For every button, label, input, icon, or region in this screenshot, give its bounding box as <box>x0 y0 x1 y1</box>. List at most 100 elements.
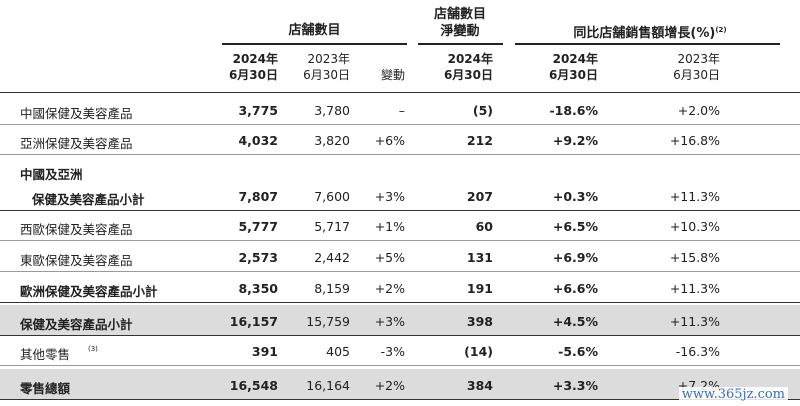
row-divider <box>0 124 800 125</box>
watermark: www.365jz.com <box>678 387 788 402</box>
store-count-change: +2% <box>374 378 405 393</box>
net-change-header-line1: 店舗數目 <box>433 7 486 22</box>
sssg-header-text: 同比店舗銷售額增長(%) <box>573 26 716 41</box>
store-count-change: – <box>398 103 405 118</box>
store-count-2023: 5,717 <box>314 219 350 234</box>
sssg-2024: +6.6% <box>552 281 598 296</box>
store-count-2023: 7,600 <box>314 189 350 204</box>
col-2023-date: 6月30日 <box>303 68 350 82</box>
store-count-2024: 3,775 <box>238 103 278 118</box>
store-count-2023: 405 <box>326 344 350 359</box>
sssg-2023: -16.3% <box>675 344 720 359</box>
row-label: 歐洲保健及美容產品小計 <box>20 284 158 299</box>
store-count-change: +3% <box>374 189 405 204</box>
sssg-footnote-mark: (2) <box>715 26 727 34</box>
net-change-2024: (5) <box>472 103 493 118</box>
sssg-2023-date: 6月30日 <box>673 68 720 82</box>
sssg-2024: +6.9% <box>552 250 598 265</box>
store-count-2023: 15,759 <box>306 314 350 329</box>
net-2024-date: 6月30日 <box>443 68 493 82</box>
sssg-2023: +11.3% <box>669 314 720 329</box>
sssg-2023: +11.3% <box>669 189 720 204</box>
row-footnote-mark: (3) <box>88 345 98 353</box>
sssg-2023: +10.3% <box>669 219 720 234</box>
table-row: 亞洲保健及美容產品 4,032 3,820 +6% 212 +9.2% +16.8% <box>0 126 800 154</box>
store-count-2024: 2,573 <box>238 250 278 265</box>
table-row: 東歐保健及美容產品 2,573 2,442 +5% 131 +6.9% +15.8% <box>0 243 800 271</box>
net-change-rule <box>418 43 503 45</box>
col-2024-date: 6月30日 <box>228 68 278 82</box>
row-label: 其他零售 <box>20 347 71 362</box>
sssg-2024: +4.5% <box>552 314 598 329</box>
table-row: 西歐保健及美容產品 5,777 5,717 +1% 60 +6.5% +10.3% <box>0 212 800 240</box>
header-bottom-rule <box>0 92 800 93</box>
sssg-2024: +6.5% <box>552 219 598 234</box>
store-count-rule <box>222 43 407 45</box>
col-change: 變動 <box>380 68 405 82</box>
store-count-2024: 16,157 <box>229 314 278 329</box>
row-label: 東歐保健及美容產品 <box>20 253 133 268</box>
table-row: 歐洲保健及美容產品小計 8,350 8,159 +2% 191 +6.6% +11.3% <box>0 274 800 302</box>
store-count-2024: 5,777 <box>238 219 278 234</box>
table-row: 中國保健及美容產品 3,775 3,780 – (5) -18.6% +2.0% <box>0 96 800 124</box>
sssg-2024: +3.3% <box>552 378 598 393</box>
net-change-2024: 207 <box>466 189 493 204</box>
row-divider <box>0 365 800 366</box>
sssg-2024-date: 6月30日 <box>548 68 598 82</box>
row-divider <box>0 399 800 400</box>
sssg-2024: -18.6% <box>549 103 598 118</box>
sssg-2024: +0.3% <box>552 189 598 204</box>
row-divider <box>0 335 800 336</box>
col-2024-year: 2024年 <box>232 52 278 66</box>
row-label: 零售總額 <box>20 381 71 396</box>
table-row: 零售總額 16,548 16,164 +2% 384 +3.3% +7.2% <box>0 369 800 399</box>
table-row: 中國及亞洲保健及美容產品小計 7,807 7,600 +3% 207 +0.3% +11.3… <box>0 160 800 210</box>
sssg-header: 同比店舗銷售額增長(%)(2) <box>520 22 780 42</box>
sssg-2024-year: 2024年 <box>552 52 598 66</box>
store-count-2023: 3,820 <box>314 133 350 148</box>
store-count-2023: 2,442 <box>314 250 350 265</box>
sssg-2024: +9.2% <box>552 133 598 148</box>
row-label: 亞洲保健及美容產品 <box>20 136 133 151</box>
row-label: 保健及美容產品小計 <box>20 317 133 332</box>
col-2023-year: 2023年 <box>307 52 350 66</box>
store-count-change: +5% <box>374 250 405 265</box>
net-change-2024: 212 <box>466 133 493 148</box>
net-change-2024: (14) <box>464 344 493 359</box>
net-change-header-line2: 淨變動 <box>440 24 480 39</box>
sssg-2023: +11.3% <box>669 281 720 296</box>
net-2024-year: 2024年 <box>447 52 493 66</box>
store-count-change: -3% <box>380 344 405 359</box>
store-count-2024: 7,807 <box>238 189 278 204</box>
table-row: 保健及美容產品小計 16,157 15,759 +3% 398 +4.5% +11.3% <box>0 305 800 335</box>
row-label: 中國及亞洲 <box>20 167 83 182</box>
store-count-change: +1% <box>374 219 405 234</box>
row-divider <box>0 302 800 303</box>
store-count-2024: 391 <box>251 344 278 359</box>
sssg-2024: -5.6% <box>558 344 598 359</box>
store-count-2023: 16,164 <box>306 378 350 393</box>
sssg-2023: +2.0% <box>677 103 720 118</box>
store-count-change: +6% <box>374 133 405 148</box>
net-change-2024: 398 <box>466 314 493 329</box>
sssg-2023: +16.8% <box>669 133 720 148</box>
net-change-2024: 131 <box>466 250 493 265</box>
store-count-change: +3% <box>374 314 405 329</box>
net-change-2024: 191 <box>466 281 493 296</box>
sssg-2023: +15.8% <box>669 250 720 265</box>
row-label: 中國保健及美容產品 <box>20 106 133 121</box>
row-divider <box>0 154 800 155</box>
row-label: 西歐保健及美容產品 <box>20 222 133 237</box>
store-count-2024: 8,350 <box>238 281 278 296</box>
store-count-2024: 16,548 <box>229 378 278 393</box>
row-divider <box>0 240 800 241</box>
row-divider <box>0 271 800 272</box>
net-change-2024: 60 <box>475 219 493 234</box>
net-change-2024: 384 <box>466 378 493 393</box>
store-count-2023: 3,780 <box>314 103 350 118</box>
row-label-line2: 保健及美容產品小計 <box>32 192 145 207</box>
store-count-2023: 8,159 <box>314 281 350 296</box>
sssg-2023-year: 2023年 <box>677 52 720 66</box>
table-row: 其他零售 (3) 391 405 -3% (14) -5.6% -16.3% <box>0 337 800 365</box>
store-count-header: 店舗數目 <box>288 23 341 38</box>
